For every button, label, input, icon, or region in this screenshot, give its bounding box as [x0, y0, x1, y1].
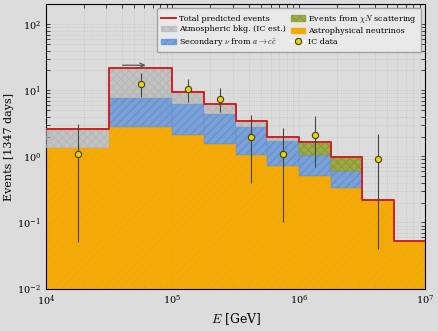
- Bar: [204, 104, 235, 114]
- Bar: [330, 157, 361, 170]
- Bar: [330, 170, 361, 188]
- Bar: [46, 148, 109, 331]
- Bar: [172, 104, 204, 135]
- Legend: Total predicted events, Atmospheric bkg. (IC est.), Secondary $\nu$ from $a \rig: Total predicted events, Atmospheric bkg.…: [157, 9, 420, 52]
- Bar: [204, 144, 235, 331]
- Bar: [109, 98, 172, 127]
- Bar: [109, 127, 172, 331]
- Bar: [235, 127, 267, 155]
- Y-axis label: Events [1347 days]: Events [1347 days]: [4, 92, 14, 201]
- Bar: [298, 155, 330, 176]
- Bar: [235, 121, 267, 127]
- Bar: [267, 166, 298, 331]
- Bar: [267, 141, 298, 166]
- Bar: [235, 155, 267, 331]
- Bar: [298, 176, 330, 331]
- Bar: [393, 241, 424, 331]
- Bar: [172, 92, 204, 104]
- X-axis label: $E$ [GeV]: $E$ [GeV]: [210, 311, 260, 327]
- Bar: [172, 135, 204, 331]
- Bar: [361, 200, 393, 331]
- Bar: [298, 142, 330, 155]
- Bar: [46, 129, 109, 148]
- Bar: [330, 188, 361, 331]
- Bar: [109, 68, 172, 98]
- Bar: [267, 137, 298, 141]
- Bar: [204, 114, 235, 144]
